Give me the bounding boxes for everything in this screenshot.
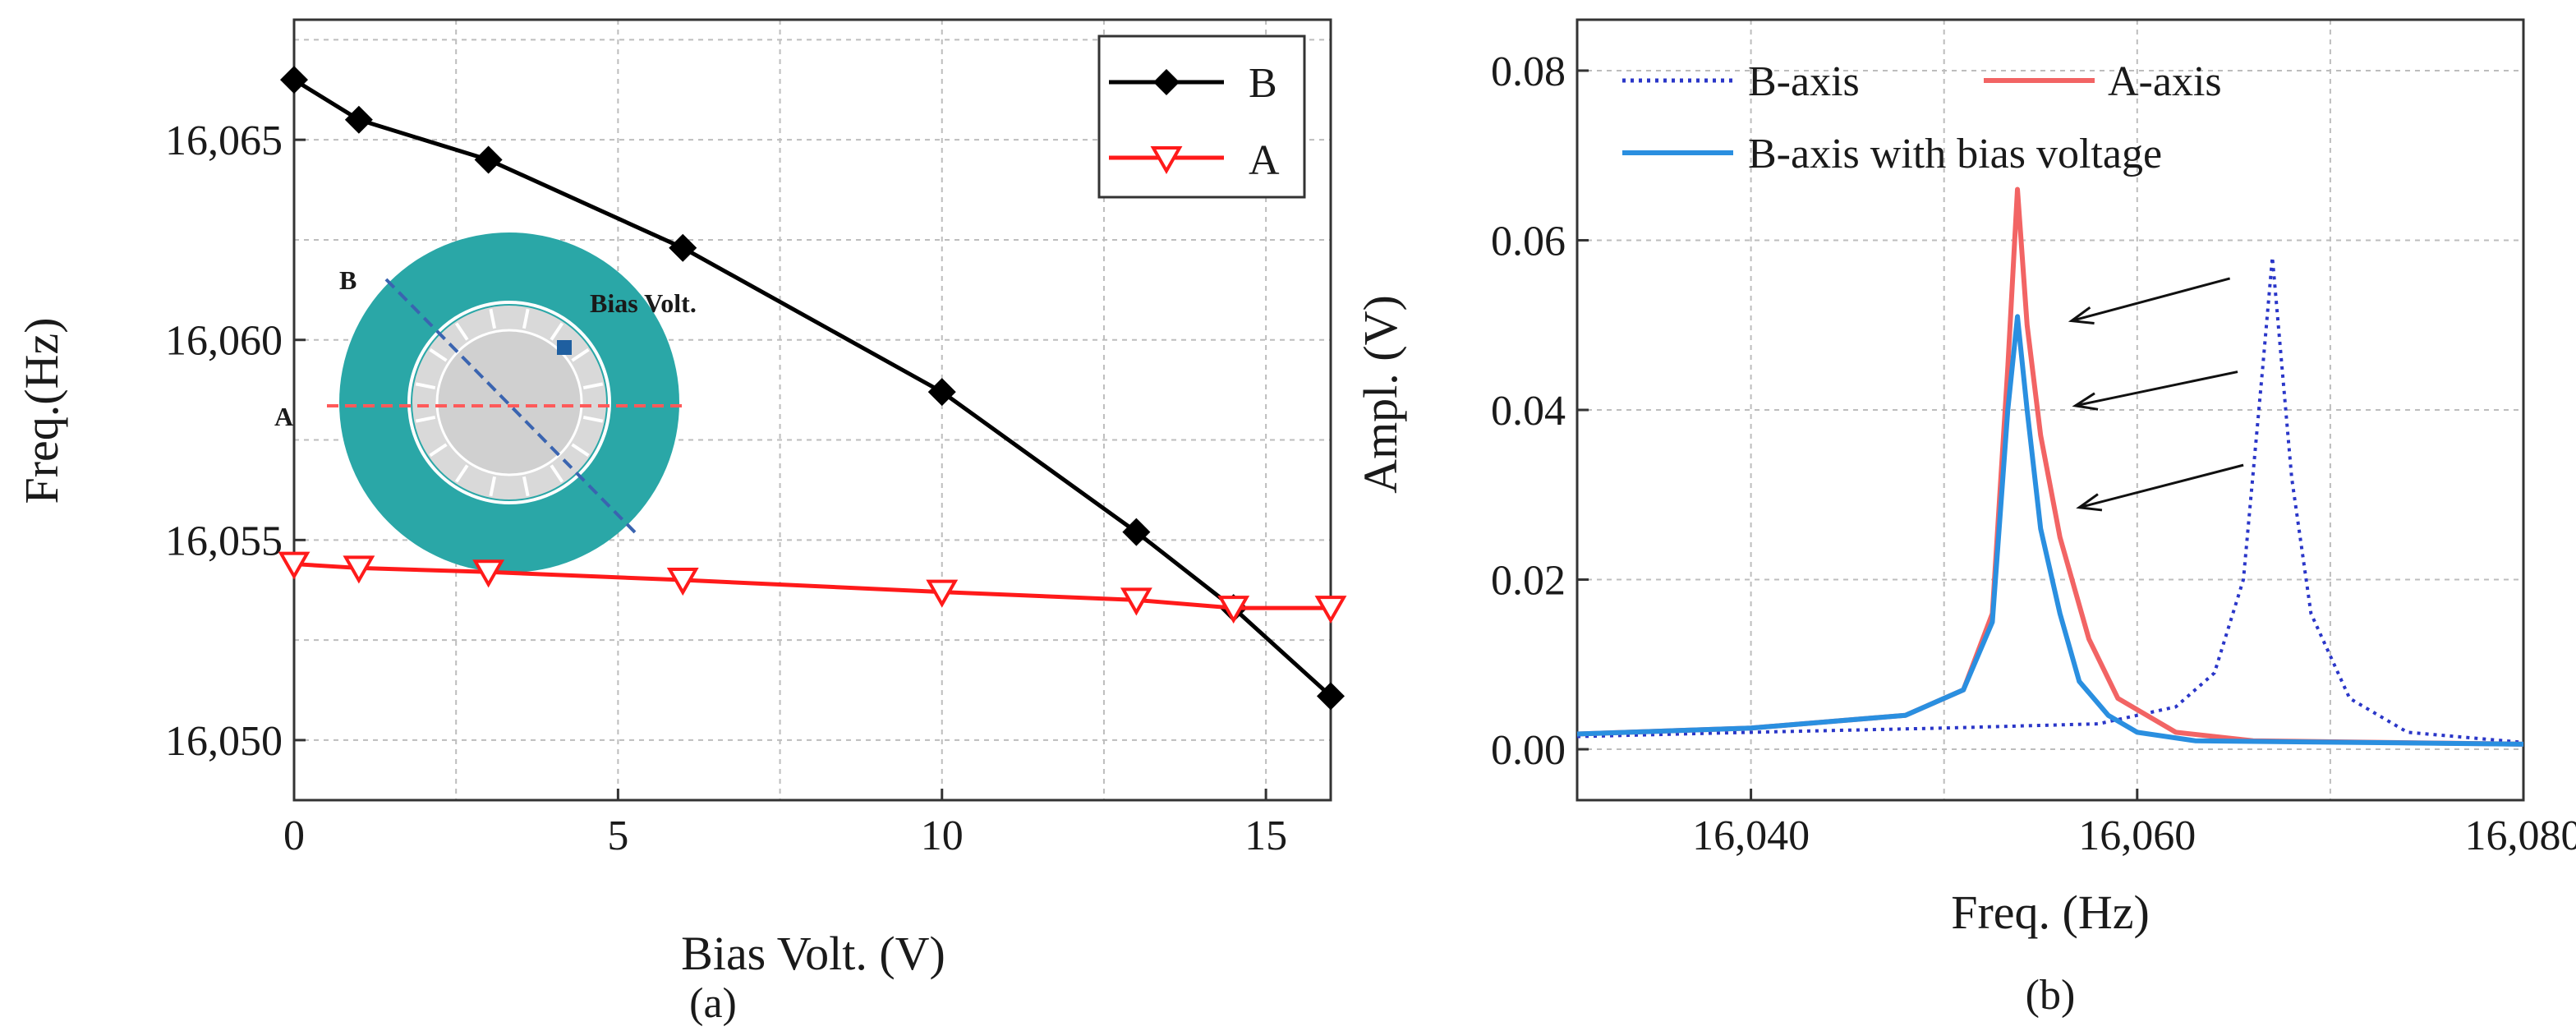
point-b: [1317, 682, 1345, 711]
panel-b-grid: [1577, 20, 2524, 800]
inset-electrode: [429, 348, 448, 362]
annotation-arrow-shaft: [2078, 463, 2244, 509]
legend-a-marker: [1150, 146, 1183, 175]
annotation-arrow-head: [2068, 306, 2095, 325]
panel-a-xtick-label: 0: [283, 812, 305, 859]
annotation-arrow-head: [2072, 392, 2099, 411]
annotation-arrow-shaft: [2075, 371, 2238, 407]
panel-a-ticks: 0 5 10 15 16,050 16,055 16,060 16,065: [165, 117, 1287, 859]
inset-electrode: [522, 476, 530, 497]
inset-electrode: [582, 415, 604, 423]
series-line-b-axis: [1576, 255, 2524, 744]
point-b: [1122, 518, 1151, 546]
point-a: [343, 555, 375, 584]
inset-label-a: A: [274, 402, 293, 431]
panel-a-xlabel: Bias Volt. (V): [681, 927, 945, 980]
panel-a-plot-frame: [292, 18, 1332, 802]
inset-electrode: [550, 464, 564, 483]
panel-a-series: [278, 66, 1347, 711]
point-b: [669, 233, 697, 262]
panel-a-xtick-label: 10: [921, 812, 964, 859]
panel-b-series: [1576, 186, 2524, 747]
point-a: [278, 551, 310, 580]
legend-a-label: A: [1249, 137, 1280, 184]
point-a: [1120, 587, 1152, 616]
inset-electrode: [415, 382, 436, 390]
panel-a-xtick-label: 15: [1244, 812, 1287, 859]
panel-a-ytick-label: 16,050: [165, 718, 283, 765]
legend-baxis-label: B-axis: [1748, 58, 1860, 105]
panel-b-xlabel: Freq. (Hz): [1951, 886, 2150, 939]
panel-b-chart: 16,040 16,060 16,080 0.00 0.02 0.04 0.06 0.08 B…: [1354, 18, 2576, 1019]
inset-electrode: [582, 382, 604, 390]
panel-b-ytick-label: 0.00: [1491, 727, 1566, 774]
panel-a-label: (a): [689, 980, 737, 1027]
panel-a-ytick-label: 16,060: [165, 318, 283, 365]
panel-b-ytick-label: 0.04: [1491, 388, 1566, 435]
inset-inner-ring-line: [407, 301, 611, 504]
bias-electrode-marker: [557, 340, 572, 355]
panel-b-xtick-label: 16,080: [2465, 812, 2576, 859]
inset-electrode: [571, 443, 590, 458]
inset-electrode: [522, 308, 530, 329]
series-line-b-axis-with-bias-voltage: [1576, 314, 2524, 747]
annotation-arrow-shaft: [2071, 277, 2231, 323]
panel-b-xtick-label: 16,060: [2078, 812, 2196, 859]
panel-b-ytick-label: 0.02: [1491, 558, 1566, 605]
legend-b-label: B: [1249, 60, 1277, 107]
inset-electrode: [489, 476, 497, 497]
inset-electrode: [429, 443, 448, 458]
point-b: [280, 66, 308, 94]
inset-electrode: [489, 308, 497, 329]
panel-b-label: (b): [2026, 972, 2076, 1019]
point-a: [1314, 596, 1347, 624]
panel-b-legend: B-axis A-axis B-axis with bias voltage: [1622, 58, 2222, 177]
panel-a-ytick-label: 16,065: [165, 117, 283, 164]
series-line-a-axis: [1576, 186, 2524, 747]
point-a: [926, 579, 959, 608]
inset-b-axis-line: [384, 278, 638, 536]
inset-center-disk: [435, 329, 583, 476]
point-a: [472, 559, 505, 588]
inset-electrodes: [415, 308, 604, 497]
point-b: [927, 378, 956, 407]
device-inset: B A Bias Volt.: [274, 232, 697, 573]
inset-electrode: [550, 322, 564, 341]
inset-electrode: [454, 464, 469, 483]
point-a: [1217, 596, 1250, 624]
panel-a-chart: 0 5 10 15 16,050 16,055 16,060 16,065 B A Bias …: [15, 18, 1347, 1027]
panel-b-ticks: 16,040 16,060 16,080 0.00 0.02 0.04 0.06 0.08: [1491, 48, 2576, 859]
inset-label-bias: Bias Volt.: [590, 288, 697, 318]
legend-aaxis-label: A-axis: [2108, 58, 2222, 105]
panel-a-legend: B A: [1097, 35, 1306, 199]
series-line-b: [292, 77, 1332, 698]
panel-b-ytick-label: 0.08: [1491, 48, 1566, 95]
panel-a-ylabel: Freq.(Hz): [15, 317, 68, 504]
panel-a-ytick-label: 16,055: [165, 518, 283, 564]
annotation-arrow-head: [2076, 493, 2103, 512]
panel-a-xtick-label: 5: [607, 812, 628, 859]
panel-a-legend-box: [1097, 35, 1306, 199]
point-a: [666, 568, 699, 596]
inset-electrode: [454, 322, 469, 341]
legend-b-marker: [1153, 69, 1180, 95]
series-line-a: [293, 562, 1331, 610]
point-b: [344, 105, 373, 134]
inset-label-b: B: [339, 265, 356, 295]
legend-bias-label: B-axis with bias voltage: [1748, 131, 2162, 177]
panel-b-ytick-label: 0.06: [1491, 218, 1566, 265]
panel-b-xtick-label: 16,040: [1692, 812, 1810, 859]
inset-electrode: [415, 415, 436, 423]
inset-electrode: [571, 348, 590, 362]
panel-b-arrows: [2068, 277, 2244, 512]
panel-b-ylabel: Ampl. (V): [1354, 295, 1407, 494]
point-b: [474, 145, 503, 174]
